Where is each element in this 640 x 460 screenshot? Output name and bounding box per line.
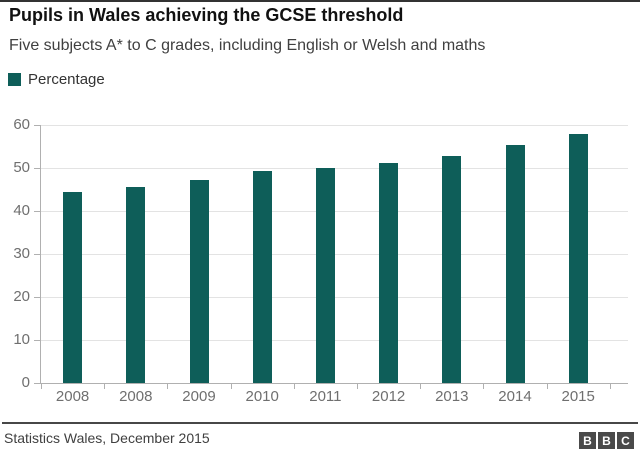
bbc-logo-block: B — [598, 432, 615, 449]
bar — [442, 156, 462, 383]
gridline — [40, 125, 628, 126]
bbc-logo-block: B — [579, 432, 596, 449]
x-axis-tick — [104, 384, 106, 389]
x-axis-label: 2012 — [371, 388, 406, 405]
x-axis-tick — [546, 384, 548, 389]
bar — [189, 180, 209, 383]
bar — [126, 186, 146, 383]
y-axis-tick — [34, 383, 40, 384]
x-axis-line — [40, 383, 628, 384]
x-axis-label: 2010 — [245, 388, 279, 405]
legend: Percentage — [8, 71, 105, 88]
x-axis-label: 2008 — [55, 388, 90, 405]
x-axis-tick — [230, 384, 232, 389]
y-axis-label: 10 — [13, 331, 30, 348]
y-axis-label: 0 — [21, 374, 30, 391]
x-axis-label: 2013 — [435, 388, 469, 405]
y-axis-tick — [34, 211, 40, 212]
chart-title: Pupils in Wales achieving the GCSE thres… — [9, 5, 404, 25]
y-axis-label: 40 — [13, 202, 30, 219]
x-axis-tick — [293, 384, 295, 389]
bar — [379, 163, 399, 383]
chart-subtitle: Five subjects A* to C grades, including … — [9, 37, 486, 54]
legend-label: Percentage — [28, 71, 105, 88]
x-axis-tick — [420, 384, 422, 389]
y-axis-label: 20 — [13, 288, 30, 305]
y-axis-line — [40, 125, 41, 383]
bbc-logo-block: C — [617, 432, 634, 449]
y-axis-tick — [34, 168, 40, 169]
legend-swatch-icon — [8, 73, 21, 86]
x-axis-tick — [167, 384, 169, 389]
bar — [568, 134, 588, 383]
bar — [252, 170, 272, 383]
x-axis-label: 2008 — [119, 388, 153, 405]
y-axis-tick — [34, 340, 40, 341]
x-axis-tick — [483, 384, 485, 389]
bar — [63, 192, 83, 383]
y-axis-label: 60 — [13, 116, 30, 133]
x-axis-tick — [357, 384, 358, 389]
x-axis-tick — [609, 384, 611, 389]
x-axis-label: 2014 — [498, 388, 532, 405]
bar — [315, 167, 335, 383]
source-attribution: Statistics Wales, December 2015 — [4, 430, 210, 446]
y-axis-tick — [34, 254, 40, 255]
x-axis-label: 2009 — [182, 388, 216, 405]
x-axis-tick — [41, 384, 42, 389]
footer-divider — [2, 422, 638, 424]
top-border — [0, 0, 640, 2]
x-axis-label: 2011 — [309, 388, 342, 405]
x-axis-label: 2015 — [561, 388, 595, 405]
y-axis-label: 30 — [13, 245, 30, 262]
y-axis-label: 50 — [13, 159, 30, 176]
y-axis-tick — [34, 297, 40, 298]
bar — [505, 144, 525, 383]
y-axis-tick — [34, 125, 40, 126]
